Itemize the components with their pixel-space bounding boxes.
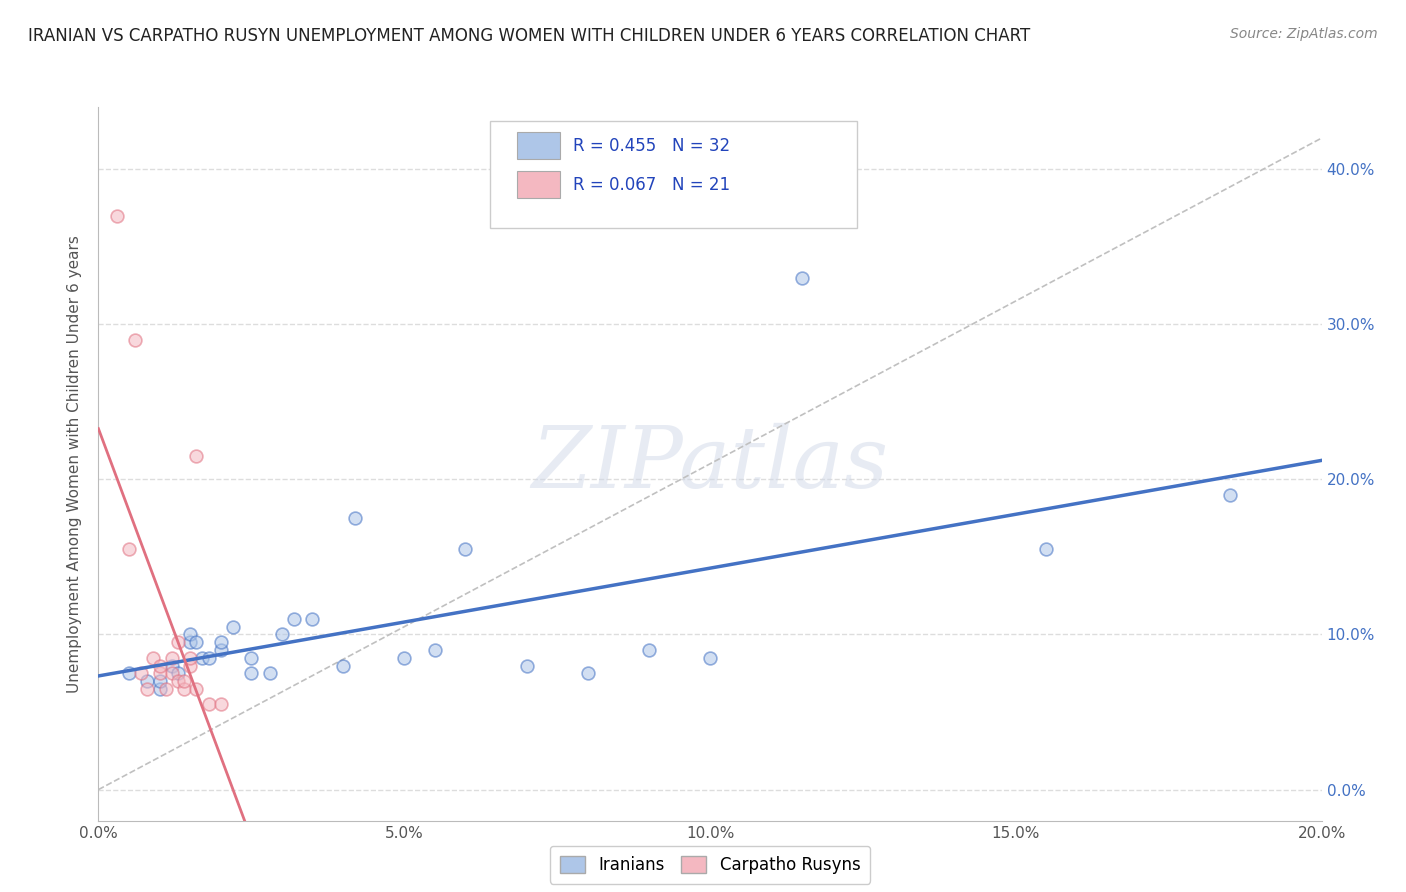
Point — [186, 681, 208, 696]
Point — [637, 643, 661, 657]
Point — [423, 643, 446, 657]
Y-axis label: Unemployment Among Women with Children Under 6 years: Unemployment Among Women with Children U… — [67, 235, 83, 693]
Text: Source: ZipAtlas.com: Source: ZipAtlas.com — [1230, 27, 1378, 41]
Point — [186, 449, 208, 463]
Point — [142, 650, 165, 665]
Point — [240, 650, 263, 665]
Point — [136, 681, 159, 696]
Point — [191, 650, 214, 665]
Point — [124, 333, 146, 347]
Point — [186, 635, 208, 649]
Point — [167, 673, 190, 688]
Point — [454, 542, 477, 557]
Point — [392, 650, 416, 665]
Point — [149, 681, 172, 696]
Point — [197, 650, 219, 665]
Point — [209, 698, 232, 712]
Point — [1219, 488, 1241, 502]
Point — [167, 635, 190, 649]
Point — [344, 511, 367, 525]
Point — [209, 643, 232, 657]
Point — [118, 542, 141, 557]
Point — [790, 270, 813, 285]
Point — [209, 635, 232, 649]
Point — [197, 698, 219, 712]
Point — [283, 612, 305, 626]
Text: R = 0.067   N = 21: R = 0.067 N = 21 — [574, 176, 730, 194]
Point — [1035, 542, 1057, 557]
Text: IRANIAN VS CARPATHO RUSYN UNEMPLOYMENT AMONG WOMEN WITH CHILDREN UNDER 6 YEARS C: IRANIAN VS CARPATHO RUSYN UNEMPLOYMENT A… — [28, 27, 1031, 45]
Point — [270, 627, 292, 641]
Point — [136, 673, 159, 688]
Point — [173, 681, 195, 696]
Point — [332, 658, 354, 673]
Point — [179, 627, 201, 641]
Point — [129, 666, 152, 681]
Text: R = 0.455   N = 32: R = 0.455 N = 32 — [574, 136, 730, 154]
Point — [301, 612, 323, 626]
Point — [173, 673, 195, 688]
Point — [699, 650, 721, 665]
Point — [516, 658, 538, 673]
Legend: Iranians, Carpatho Rusyns: Iranians, Carpatho Rusyns — [550, 846, 870, 884]
Point — [149, 673, 172, 688]
Point — [179, 635, 201, 649]
Point — [160, 658, 183, 673]
Point — [167, 666, 190, 681]
FancyBboxPatch shape — [489, 121, 856, 228]
Point — [155, 681, 177, 696]
FancyBboxPatch shape — [517, 171, 560, 198]
Point — [222, 620, 245, 634]
Point — [118, 666, 141, 681]
Text: ZIPatlas: ZIPatlas — [531, 423, 889, 505]
Point — [105, 209, 128, 223]
Point — [576, 666, 599, 681]
Point — [240, 666, 263, 681]
FancyBboxPatch shape — [517, 132, 560, 159]
Point — [259, 666, 281, 681]
Point — [160, 666, 183, 681]
Point — [149, 666, 172, 681]
Point — [149, 658, 172, 673]
Point — [179, 658, 201, 673]
Point — [160, 650, 183, 665]
Point — [179, 650, 201, 665]
